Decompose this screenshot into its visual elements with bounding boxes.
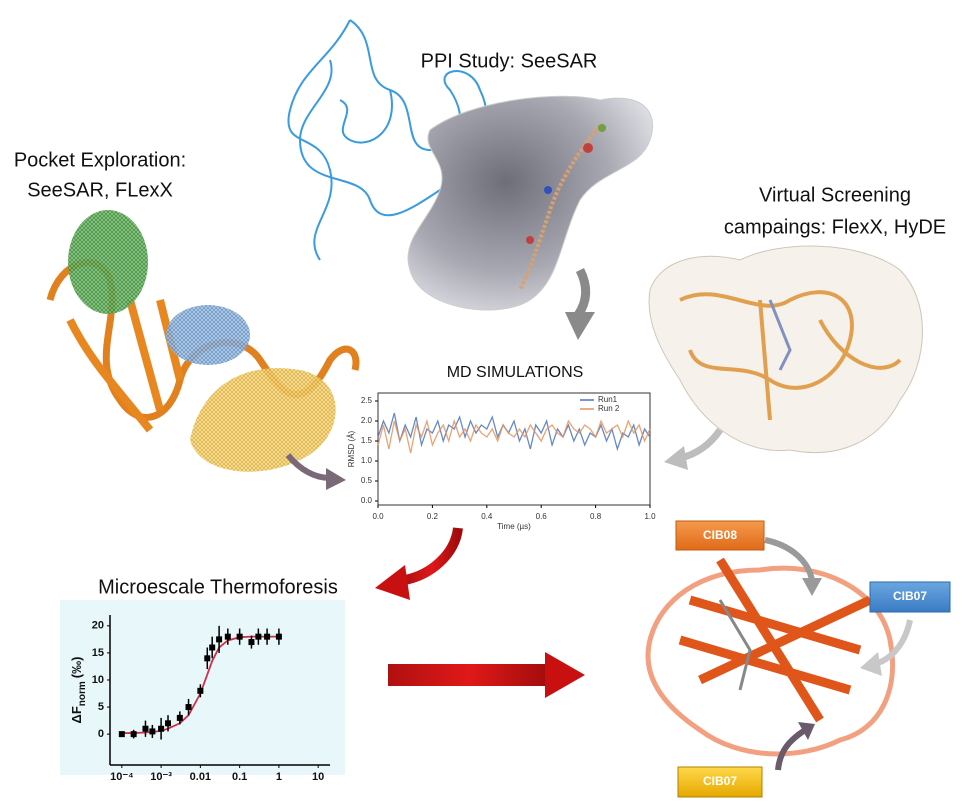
x-tick-label: 1.0 (644, 512, 656, 521)
vs-structure (648, 245, 923, 454)
y-tick-label: 1.0 (361, 456, 373, 465)
point (264, 633, 271, 640)
point (130, 731, 137, 738)
legend-label: Run 2 (598, 404, 620, 413)
point (197, 687, 204, 694)
point (204, 655, 211, 662)
x-tick-label: 0.8 (590, 512, 602, 521)
md-title: MD SIMULATIONS (447, 364, 584, 381)
x-tick-label: 0.6 (536, 512, 548, 521)
y-tick-label: 0.0 (361, 496, 373, 505)
pocket-title: Pocket Exploration: (14, 149, 186, 171)
point (236, 633, 243, 640)
y-tick-label: 2.5 (361, 396, 373, 405)
point (176, 714, 183, 721)
tag-label: CIB07 (703, 774, 737, 788)
x-tick-label: 10⁻⁴ (110, 771, 133, 783)
point (149, 728, 156, 735)
point (165, 720, 172, 727)
x-tick-label: 0.2 (427, 512, 439, 521)
point (255, 633, 262, 640)
y-tick-label: 10 (92, 674, 104, 686)
x-tick-label: 1 (276, 771, 282, 783)
point (248, 639, 255, 646)
y-tick-label: 2.0 (361, 416, 373, 425)
ppi-structure (287, 19, 653, 311)
point (142, 725, 149, 732)
legend-label: Run1 (598, 395, 618, 404)
y-tick-label: 5 (98, 701, 104, 713)
pocket-structure (46, 210, 360, 472)
mst-y-label: ΔFnorm (‰) (69, 657, 87, 724)
y-tick-label: 20 (92, 620, 104, 632)
point (158, 725, 165, 732)
y-tick-label: 15 (92, 647, 104, 659)
x-tick-label: 0.01 (190, 771, 211, 783)
point (224, 633, 231, 640)
arrows (285, 267, 913, 771)
result-structure (645, 557, 896, 757)
tag-box (677, 766, 763, 798)
vs-title: Virtual Screening (759, 184, 911, 206)
tag-box (675, 520, 765, 551)
y-tick-label: 0 (98, 728, 104, 740)
vs-title: campaings: FlexX, HyDE (724, 216, 946, 238)
tag-box (869, 581, 951, 613)
x-tick-label: 10⁻³ (150, 771, 172, 783)
mst-y-label-part: ΔF (69, 706, 84, 723)
point (209, 644, 216, 651)
point (185, 704, 192, 711)
line (377, 412, 651, 452)
point (118, 731, 125, 738)
md-plot-frame (377, 392, 651, 506)
tag-label: CIB07 (893, 589, 927, 603)
y-tick-label: 1.5 (361, 436, 373, 445)
tag-label: CIB08 (703, 528, 737, 542)
line (377, 418, 651, 454)
md-x-label: Time (µs) (497, 522, 531, 531)
md-y-label: RMSD (Å) (347, 430, 356, 467)
mst-y-label-part: norm (77, 681, 88, 706)
x-tick-label: 0.0 (372, 512, 384, 521)
mst-y-label-part: (‰) (69, 657, 84, 679)
x-tick-label: 10 (312, 771, 324, 783)
y-tick-label: 0.5 (361, 476, 373, 485)
x-tick-label: 0.4 (481, 512, 493, 521)
ppi-title: PPI Study: SeeSAR (421, 50, 598, 72)
point (216, 636, 223, 643)
pocket-title: SeeSAR, FLexX (27, 179, 173, 201)
point (275, 633, 282, 640)
mst-title: Microescale Thermoforesis (98, 576, 338, 598)
x-tick-label: 0.1 (232, 771, 247, 783)
